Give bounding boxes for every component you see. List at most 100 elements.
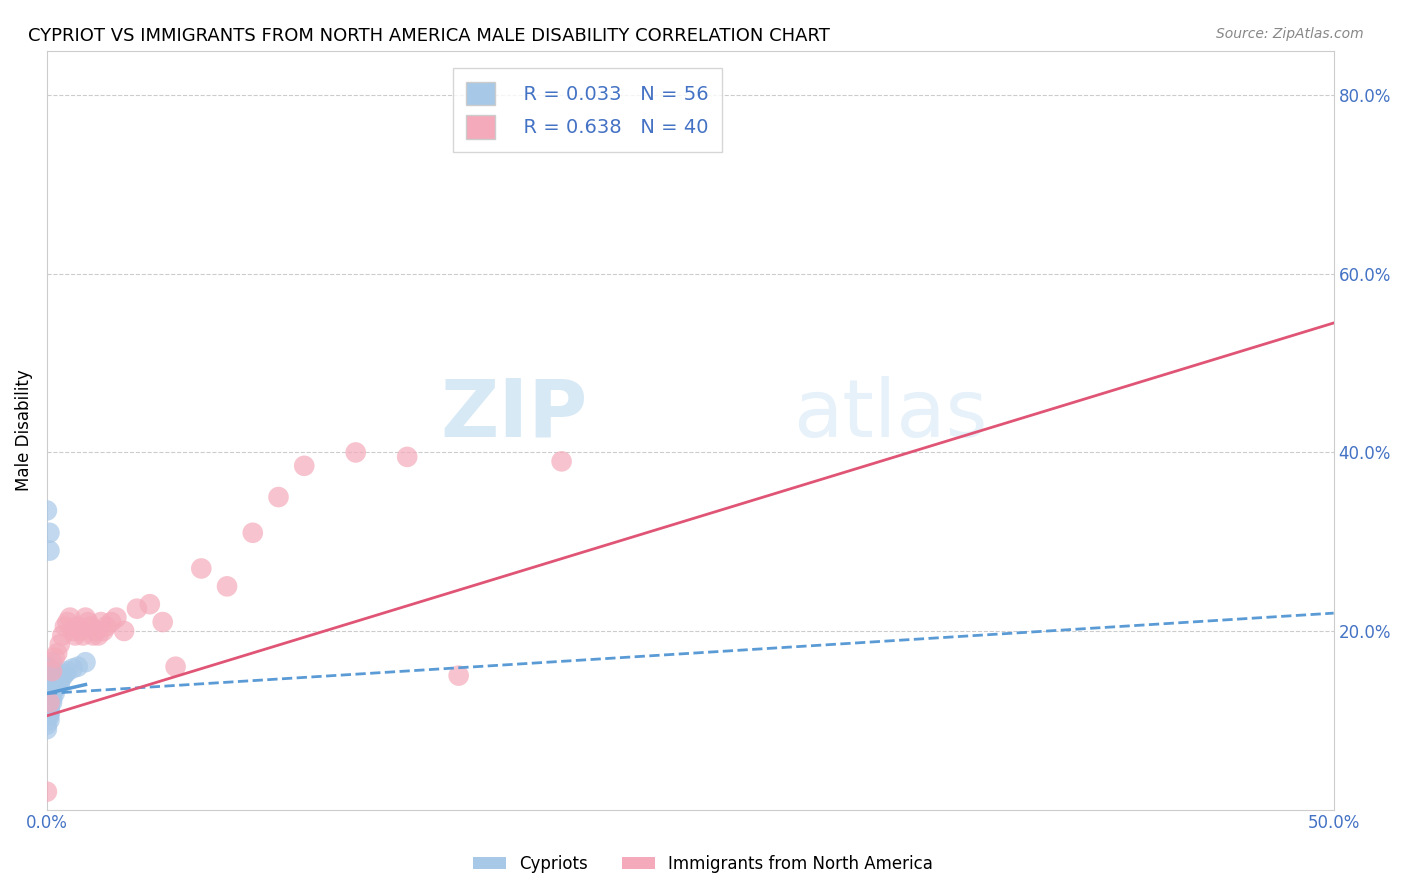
Point bbox=[53, 666, 76, 681]
Point bbox=[46, 668, 69, 682]
Point bbox=[344, 445, 367, 459]
Point bbox=[72, 628, 94, 642]
Point bbox=[62, 661, 84, 675]
Point bbox=[35, 690, 58, 705]
Point bbox=[38, 708, 60, 723]
Point bbox=[41, 688, 63, 702]
Point bbox=[41, 655, 63, 669]
Point bbox=[396, 450, 419, 464]
Point bbox=[63, 628, 86, 642]
Point bbox=[38, 699, 60, 714]
Point bbox=[51, 670, 73, 684]
Point bbox=[105, 610, 128, 624]
Point bbox=[93, 624, 115, 638]
Point bbox=[35, 722, 58, 736]
Point bbox=[35, 673, 58, 687]
Point bbox=[35, 659, 58, 673]
Point bbox=[56, 664, 79, 678]
Point bbox=[38, 543, 60, 558]
Point bbox=[44, 681, 66, 696]
Point bbox=[165, 659, 187, 673]
Legend:   R = 0.033   N = 56,   R = 0.638   N = 40: R = 0.033 N = 56, R = 0.638 N = 40 bbox=[453, 68, 723, 153]
Point bbox=[35, 677, 58, 691]
Point bbox=[49, 677, 72, 691]
Point bbox=[75, 655, 97, 669]
Point bbox=[77, 615, 100, 629]
Point bbox=[38, 697, 60, 711]
Point bbox=[49, 637, 72, 651]
Point bbox=[38, 713, 60, 727]
Point bbox=[38, 706, 60, 720]
Point bbox=[125, 601, 148, 615]
Point bbox=[41, 695, 63, 709]
Point bbox=[35, 717, 58, 731]
Point bbox=[38, 690, 60, 704]
Point bbox=[267, 490, 290, 504]
Text: atlas: atlas bbox=[793, 376, 987, 454]
Point bbox=[87, 628, 110, 642]
Point bbox=[38, 704, 60, 718]
Point bbox=[41, 677, 63, 691]
Point bbox=[41, 684, 63, 698]
Point bbox=[35, 664, 58, 678]
Point bbox=[242, 525, 264, 540]
Point bbox=[66, 619, 89, 633]
Point bbox=[79, 619, 101, 633]
Point bbox=[46, 675, 69, 690]
Point bbox=[38, 695, 60, 709]
Point bbox=[44, 664, 66, 678]
Point bbox=[38, 679, 60, 693]
Point bbox=[41, 691, 63, 706]
Point bbox=[35, 670, 58, 684]
Point bbox=[190, 561, 212, 575]
Y-axis label: Male Disability: Male Disability bbox=[15, 369, 32, 491]
Point bbox=[38, 702, 60, 716]
Point bbox=[56, 615, 79, 629]
Point bbox=[38, 695, 60, 709]
Text: ZIP: ZIP bbox=[440, 376, 588, 454]
Text: Source: ZipAtlas.com: Source: ZipAtlas.com bbox=[1216, 27, 1364, 41]
Point bbox=[35, 686, 58, 700]
Point bbox=[59, 610, 82, 624]
Point bbox=[152, 615, 174, 629]
Point bbox=[35, 661, 58, 675]
Point bbox=[84, 624, 107, 638]
Point bbox=[38, 525, 60, 540]
Point bbox=[35, 681, 58, 696]
Point bbox=[82, 628, 104, 642]
Point bbox=[35, 503, 58, 517]
Point bbox=[215, 579, 238, 593]
Point bbox=[62, 624, 84, 638]
Point bbox=[292, 458, 315, 473]
Point bbox=[550, 454, 572, 468]
Point bbox=[94, 619, 117, 633]
Point bbox=[49, 673, 72, 687]
Point bbox=[90, 615, 112, 629]
Text: CYPRIOT VS IMMIGRANTS FROM NORTH AMERICA MALE DISABILITY CORRELATION CHART: CYPRIOT VS IMMIGRANTS FROM NORTH AMERICA… bbox=[28, 27, 830, 45]
Point bbox=[44, 650, 66, 665]
Point bbox=[139, 597, 162, 611]
Point bbox=[112, 624, 135, 638]
Point bbox=[46, 646, 69, 660]
Point bbox=[44, 677, 66, 691]
Point bbox=[38, 677, 60, 691]
Legend: Cypriots, Immigrants from North America: Cypriots, Immigrants from North America bbox=[467, 848, 939, 880]
Point bbox=[46, 679, 69, 693]
Point bbox=[38, 681, 60, 695]
Point bbox=[38, 693, 60, 707]
Point bbox=[53, 619, 76, 633]
Point bbox=[41, 681, 63, 695]
Point bbox=[44, 686, 66, 700]
Point bbox=[41, 664, 63, 678]
Point bbox=[38, 691, 60, 706]
Point bbox=[38, 688, 60, 702]
Point bbox=[75, 610, 97, 624]
Point bbox=[38, 682, 60, 697]
Point bbox=[41, 673, 63, 687]
Point bbox=[66, 659, 89, 673]
Point bbox=[447, 668, 470, 682]
Point bbox=[38, 686, 60, 700]
Point bbox=[69, 624, 91, 638]
Point bbox=[100, 615, 122, 629]
Point bbox=[38, 684, 60, 698]
